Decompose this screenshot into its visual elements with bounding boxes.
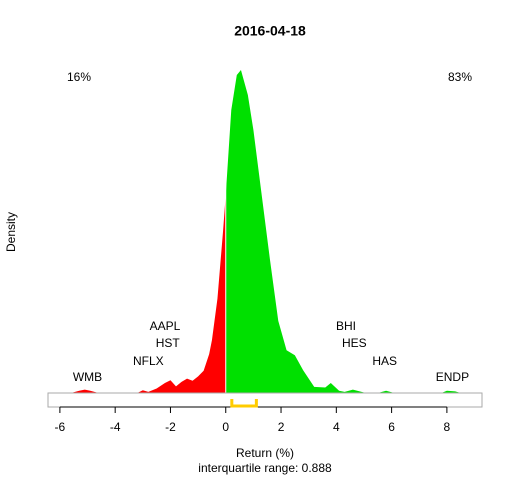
- x-tick-label: 8: [444, 420, 451, 434]
- iqr-bracket: [230, 399, 258, 408]
- x-tick-label: 2: [278, 420, 285, 434]
- density-area: [225, 69, 461, 394]
- y-axis-label: Density: [4, 212, 18, 252]
- ticker-label: HES: [342, 336, 367, 350]
- x-tick-label: 0: [222, 420, 229, 434]
- ticker-label: BHI: [336, 319, 356, 333]
- ticker-label: AAPL: [150, 319, 181, 333]
- ticker-label: WMB: [73, 370, 102, 384]
- chart-title: 2016-04-18: [234, 23, 306, 39]
- ticker-label: NFLX: [133, 354, 164, 368]
- ticker-label: HAS: [372, 354, 397, 368]
- x-tick-label: 4: [333, 420, 340, 434]
- x-tick-label: -6: [55, 420, 66, 434]
- share-label: 83%: [448, 70, 472, 84]
- x-tick-label: -2: [165, 420, 176, 434]
- x-tick-label: -4: [110, 420, 121, 434]
- density-area: [70, 194, 226, 393]
- rug-strip: [47, 392, 483, 408]
- share-label: 16%: [67, 70, 91, 84]
- x-axis-label: Return (%): [236, 446, 294, 460]
- x-axis-note: interquartile range: 0.888: [198, 461, 332, 475]
- x-tick-label: 6: [388, 420, 395, 434]
- ticker-label: ENDP: [436, 370, 469, 384]
- ticker-label: HST: [156, 336, 181, 350]
